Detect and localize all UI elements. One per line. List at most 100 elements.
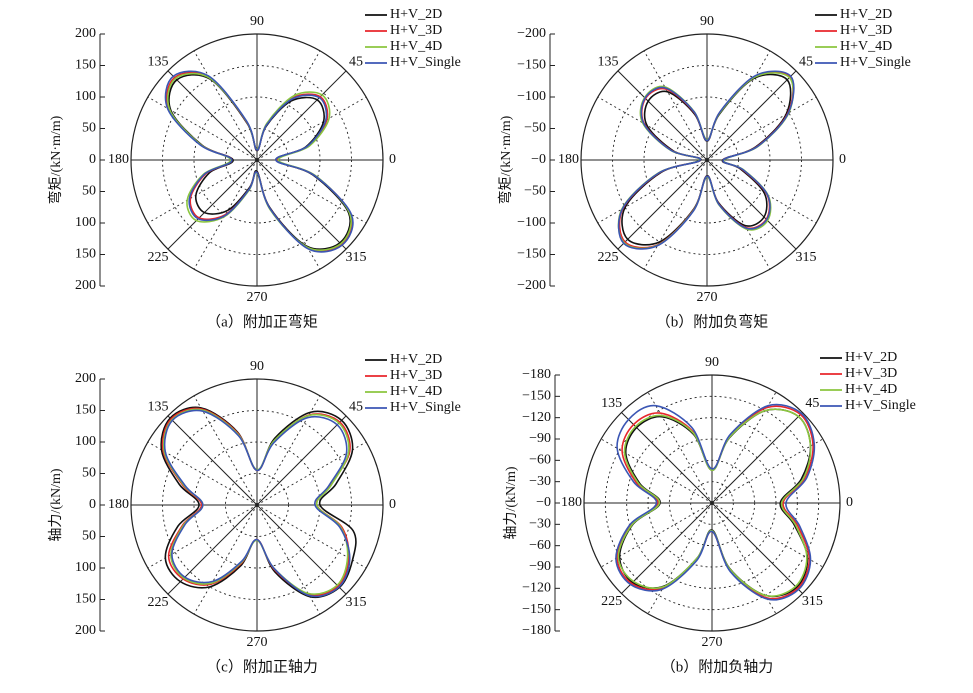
series-curve (617, 408, 812, 597)
grid-spoke (193, 504, 258, 615)
angle-label: 180 (108, 497, 129, 512)
series-curve (167, 72, 352, 251)
angle-spoke (167, 159, 258, 250)
radial-tick-label: −180 (522, 623, 551, 638)
radial-tick-label: 200 (75, 623, 96, 638)
angle-label: 0 (846, 495, 853, 510)
angle-label: 225 (148, 250, 169, 265)
legend-label: H+V_2D (390, 352, 442, 367)
legend-label: H+V_Single (390, 55, 461, 70)
grid-spoke (706, 50, 771, 161)
series-curve (163, 409, 351, 598)
radial-tick-label: −120 (522, 410, 551, 425)
angle-spoke (256, 504, 347, 595)
radial-tick-label: −150 (522, 389, 551, 404)
angle-label: 0 (839, 152, 846, 167)
legend-label: H+V_4D (390, 39, 442, 54)
angle-spoke (621, 502, 713, 594)
angle-label: 270 (247, 635, 268, 650)
angle-label: 315 (345, 250, 366, 265)
caption: （b）附加负弯矩 (656, 313, 769, 330)
angle-label: 135 (148, 400, 169, 415)
radial-tick-label: −60 (529, 453, 551, 468)
radial-tick-label: −100 (517, 89, 546, 104)
radial-tick-label: 100 (75, 560, 96, 575)
angle-label: 180 (561, 495, 582, 510)
series-curve (160, 406, 357, 599)
angle-spoke (706, 70, 797, 161)
radial-tick-label: 50 (82, 466, 96, 481)
radial-tick-label: −180 (522, 367, 551, 382)
grid-spoke (147, 504, 258, 569)
radial-tick-label: 50 (82, 121, 96, 136)
legend-label: H+V_4D (840, 39, 892, 54)
angle-label: 45 (805, 396, 819, 411)
legend-label: H+V_3D (840, 23, 892, 38)
polar-chart: 0 45 90 135 180 225 270 315 0 50 50 100 100 150 150 200… (48, 352, 461, 675)
y-axis-title: 轴力/(kN/m) (48, 468, 64, 541)
radial-tick-label: 0 (89, 152, 96, 167)
angle-spoke (256, 159, 347, 250)
angle-spoke (167, 70, 258, 161)
angle-label: 90 (705, 355, 719, 370)
series-curve (616, 405, 814, 600)
grid-spoke (643, 159, 708, 270)
radial-tick-label: −150 (517, 247, 546, 262)
series-curve (164, 70, 354, 253)
polar-chart: 0 45 90 135 180 225 270 315 0 50 50 100 100 150 150 200… (47, 7, 461, 330)
grid-spoke (256, 50, 321, 161)
angle-label: 45 (799, 55, 813, 70)
angle-label: 90 (700, 14, 714, 29)
radial-tick-label: −60 (529, 538, 551, 553)
legend-label: H+V_3D (390, 23, 442, 38)
grid-spoke (193, 50, 258, 161)
legend-label: H+V_Single (845, 398, 916, 413)
grid-spoke (147, 441, 258, 506)
grid-spoke (711, 502, 824, 568)
radial-tick-label: 150 (75, 403, 96, 418)
grid-spoke (256, 159, 321, 270)
legend-label: H+V_3D (845, 366, 897, 381)
angle-spoke (706, 159, 797, 250)
y-axis-title: 弯矩/(kN·m/m) (47, 115, 64, 204)
legend-label: H+V_Single (840, 55, 911, 70)
radial-tick-label: 200 (75, 26, 96, 41)
grid-spoke (706, 159, 817, 224)
caption: （a）附加正弯矩 (206, 313, 318, 330)
legend-label: H+V_2D (845, 350, 897, 365)
angle-spoke (256, 415, 347, 506)
grid-spoke (706, 96, 817, 161)
angle-label: 180 (558, 152, 579, 167)
grid-spoke (193, 395, 258, 506)
radial-tick-label: 100 (75, 215, 96, 230)
radial-tick-label: −150 (522, 602, 551, 617)
grid-spoke (643, 50, 708, 161)
grid-spoke (193, 159, 258, 270)
radial-tick-label: 150 (75, 58, 96, 73)
angle-label: 135 (148, 55, 169, 70)
angle-label: 225 (598, 250, 619, 265)
angle-spoke (617, 159, 708, 250)
radial-tick-label: 100 (75, 89, 96, 104)
series-curve (617, 70, 795, 250)
y-axis-title: 轴力/(kN/m) (503, 466, 519, 539)
polar-chart: 0 45 90 135 180 225 270 315 −0 −30 −30 −60 −60 −90 −90… (503, 350, 916, 675)
y-axis-title: 弯矩/(kN·m/m) (497, 115, 514, 204)
caption: （b）附加负轴力 (661, 658, 774, 675)
radial-tick-label: −50 (524, 184, 546, 199)
series-curve (615, 403, 816, 601)
angle-label: 0 (389, 497, 396, 512)
angle-label: 90 (250, 14, 264, 29)
radial-tick-label: 0 (89, 497, 96, 512)
angle-label: 315 (802, 594, 823, 609)
radial-tick-label: −200 (517, 26, 546, 41)
grid-spoke (647, 391, 713, 504)
grid-spoke (597, 96, 708, 161)
radial-tick-label: −30 (529, 474, 551, 489)
radial-tick-label: 50 (82, 184, 96, 199)
radial-tick-label: 100 (75, 434, 96, 449)
caption: （c）附加正轴力 (206, 658, 318, 675)
legend-label: H+V_4D (845, 382, 897, 397)
